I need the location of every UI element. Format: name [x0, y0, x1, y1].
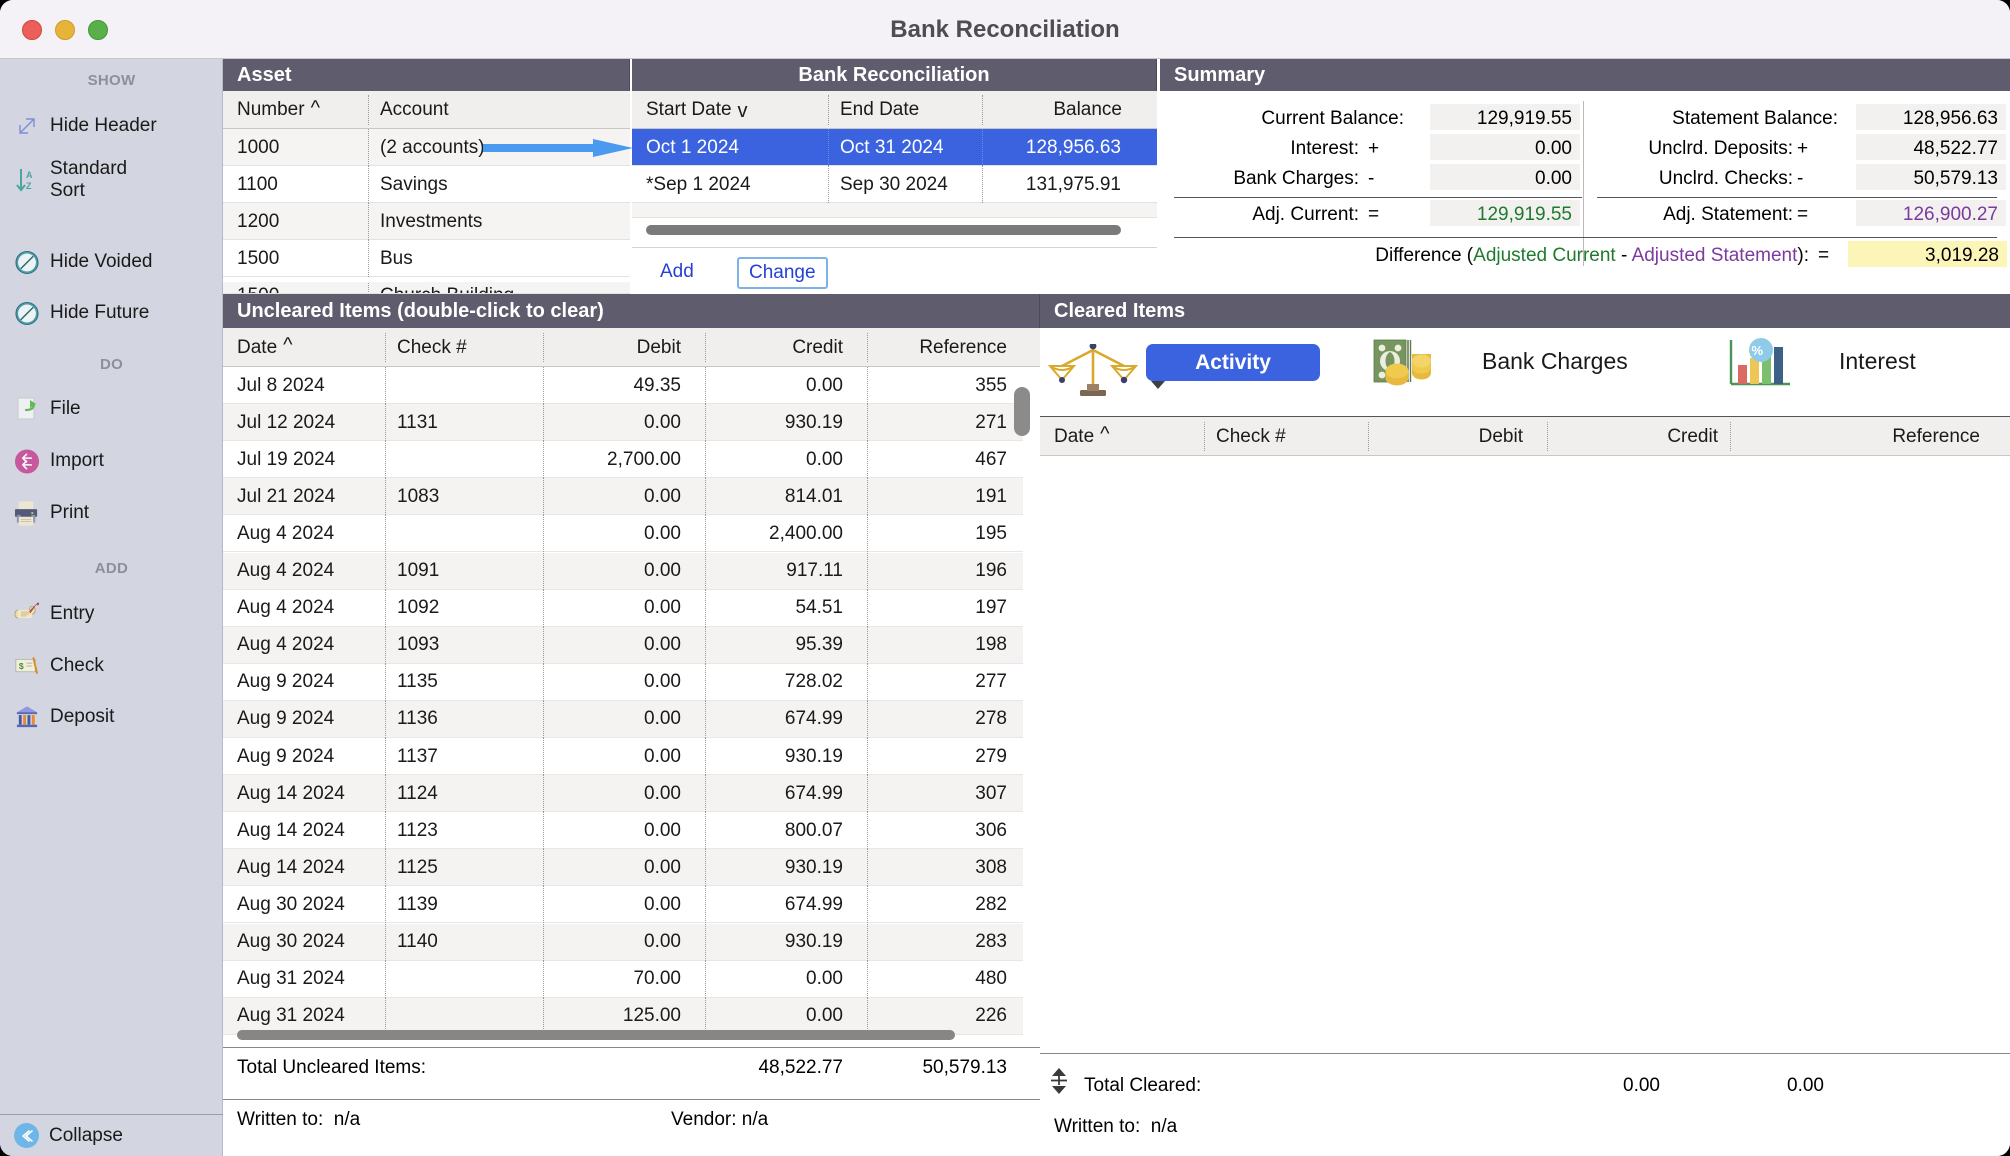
- svg-text:A: A: [26, 170, 33, 180]
- svg-text:$: $: [19, 660, 24, 670]
- svg-text:%: %: [1752, 343, 1764, 358]
- svg-text:Z: Z: [26, 181, 32, 191]
